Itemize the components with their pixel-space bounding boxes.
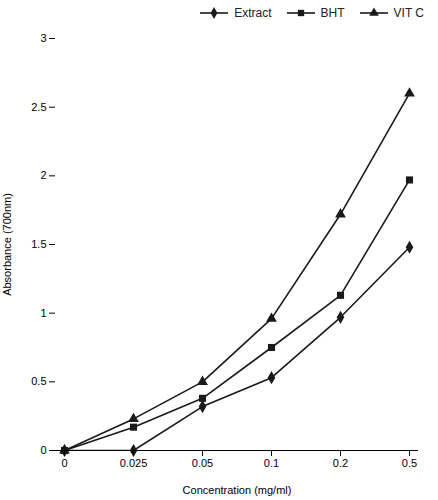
html-text:VIT C: VIT C: [393, 6, 424, 20]
svg-text:1.5: 1.5: [31, 238, 46, 250]
svg-text:0: 0: [40, 444, 46, 456]
svg-text:0.05: 0.05: [192, 457, 213, 469]
html-text:BHT: BHT: [320, 6, 345, 20]
svg-text:0.5: 0.5: [31, 375, 46, 387]
svg-text:0.025: 0.025: [120, 457, 148, 469]
svg-text:2.5: 2.5: [31, 101, 46, 113]
svg-text:Concentration (mg/ml): Concentration (mg/ml): [183, 484, 292, 496]
svg-text:1: 1: [40, 307, 46, 319]
svg-text:2: 2: [40, 169, 46, 181]
svg-text:0.2: 0.2: [333, 457, 348, 469]
svg-text:3: 3: [40, 32, 46, 44]
svg-text:0.5: 0.5: [402, 457, 417, 469]
html-text:Extract: Extract: [234, 6, 272, 20]
svg-text:0.1: 0.1: [264, 457, 279, 469]
svg-text:0: 0: [61, 457, 67, 469]
svg-text:Absorbance (700nm): Absorbance (700nm): [1, 193, 13, 296]
